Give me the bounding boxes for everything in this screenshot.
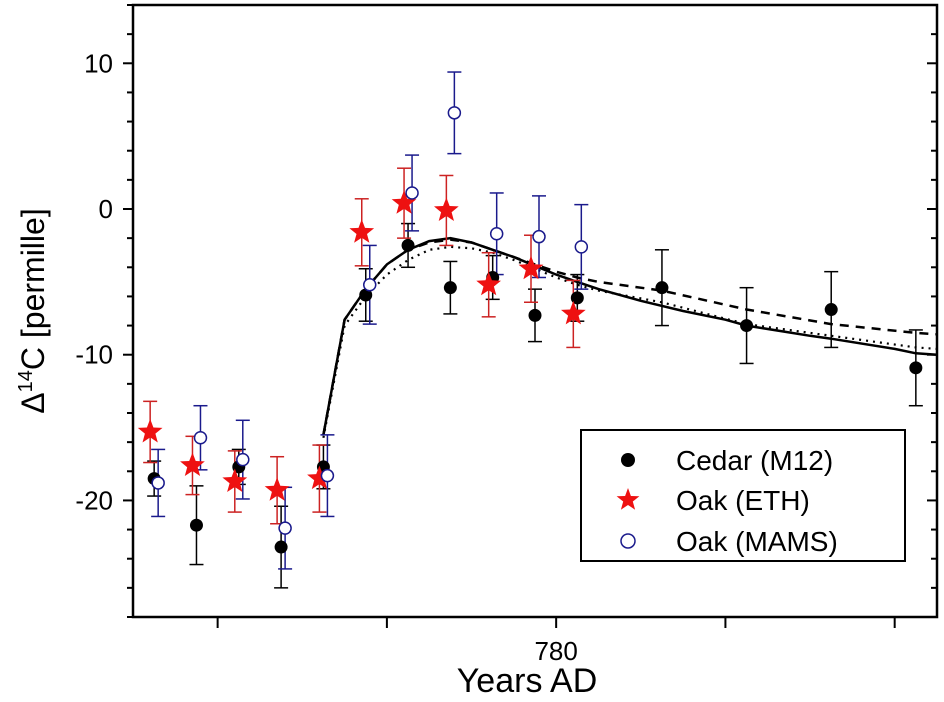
cedar-point	[359, 288, 373, 302]
cedar-point	[528, 308, 542, 322]
dotted-model-curve	[322, 245, 938, 439]
oak-mams-point	[151, 476, 165, 490]
cedar-point	[401, 238, 415, 252]
oak-mams-point	[278, 521, 292, 535]
model-curves	[322, 236, 938, 439]
legend-marker-cedar	[621, 453, 635, 467]
y-tick-label: 10	[84, 48, 113, 78]
oak-eth-point	[137, 418, 163, 443]
legend-marker-oak-eth	[616, 488, 640, 510]
legend-label-cedar: Cedar (M12)	[676, 445, 833, 476]
x-axis-label: Years AD	[457, 662, 598, 697]
cedar-point	[824, 303, 838, 317]
cedar-point	[909, 361, 923, 375]
oak-eth-point	[518, 255, 544, 280]
cedar-point	[189, 518, 203, 532]
oak-eth-point	[391, 190, 417, 214]
y-tick-label: -20	[75, 485, 113, 515]
cedar-point	[740, 319, 754, 333]
axis-ticks: 780 10 0 -10 -20	[75, 4, 937, 666]
oak-eth-point	[307, 465, 332, 490]
oak-mams-point	[193, 431, 208, 445]
cedar-point	[655, 281, 669, 295]
cedar-point	[570, 291, 584, 305]
y-axis-label-rest: C [permille]	[15, 208, 51, 370]
oak-eth-point	[222, 468, 248, 492]
solid-model-curve	[322, 236, 938, 436]
y-axis-label-sup: 14	[15, 370, 37, 392]
legend-label-oak-mams: Oak (MAMS)	[676, 526, 838, 557]
oak-eth-point	[349, 219, 375, 243]
oak-mams-point	[320, 468, 335, 483]
oak-eth-point	[264, 477, 290, 501]
oak-eth-point	[434, 197, 459, 221]
legend: Cedar (M12) Oak (ETH) Oak (MAMS)	[580, 429, 906, 562]
oak-mams-point	[362, 278, 377, 292]
y-axis-label-delta: Δ	[15, 392, 51, 413]
data-points	[137, 71, 923, 589]
cedar-point	[274, 540, 288, 554]
y-tick-label: -10	[75, 340, 113, 370]
oak-mams-point	[236, 452, 250, 467]
oak-eth-point	[561, 300, 586, 325]
oak-mams-point	[489, 227, 504, 241]
y-axis-label: Δ14C [permille]	[15, 208, 51, 413]
cedar-point	[443, 281, 457, 295]
legend-marker-oak-mams	[620, 533, 636, 549]
oak-eth-point	[180, 452, 205, 476]
plot-frame	[131, 3, 939, 619]
oak-mams-point	[405, 186, 419, 200]
oak-mams-point	[574, 240, 589, 254]
oak-mams-point	[532, 229, 546, 244]
x-tick-label: 780	[534, 636, 577, 666]
oak-eth-point	[476, 271, 501, 296]
legend-label-oak-eth: Oak (ETH)	[676, 485, 810, 516]
dashed-model-curve	[322, 238, 938, 436]
y-tick-label: 0	[99, 194, 113, 224]
oak-mams-point	[447, 106, 462, 120]
